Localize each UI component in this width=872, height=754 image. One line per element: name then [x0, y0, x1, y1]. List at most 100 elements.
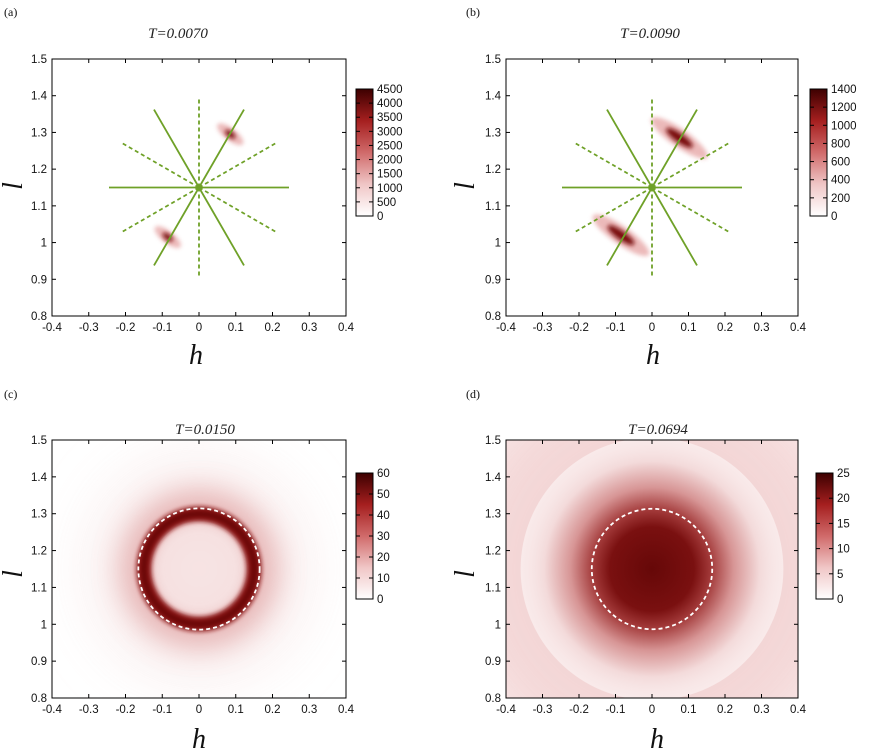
symmetry-line-dashed: [120, 141, 200, 189]
y-tick-label: 0.9: [485, 274, 501, 286]
colorbar-tick-label: 600: [831, 157, 850, 169]
symmetry-line-dashed: [651, 141, 731, 189]
x-tick-label: 0: [649, 704, 655, 716]
x-tick-label: -0.1: [606, 322, 626, 334]
symmetry-line-dashed: [120, 186, 200, 234]
x-tick-label: 0.4: [338, 322, 355, 334]
colorbar-tick-label: 0: [837, 594, 843, 606]
x-tick-label: -0.3: [79, 322, 99, 334]
x-tick-label: 0: [196, 322, 202, 334]
chart-title: T=0.0090: [620, 26, 680, 42]
y-tick-label: 1.2: [485, 164, 501, 176]
dashed-circle: [590, 507, 714, 631]
y-tick-label: 1.3: [31, 509, 47, 521]
colorbar-tick-label: 2000: [377, 155, 403, 167]
y-tick-label: 1.1: [31, 201, 47, 213]
x-tick-label: -0.1: [152, 704, 172, 716]
y-tick-label: 1.1: [485, 201, 501, 213]
colorbar-gradient: [815, 472, 834, 600]
colorbar-tick-label: 3000: [377, 126, 403, 138]
symmetry-lines: [562, 97, 742, 278]
colorbar-tick-label: 800: [831, 138, 850, 150]
y-tick-label: 1.4: [31, 472, 48, 484]
x-tick-label: 0.1: [681, 322, 697, 334]
y-axis-label: l: [0, 570, 29, 578]
colorbar-tick-label: 1200: [831, 102, 857, 114]
symmetry-line-dashed: [651, 186, 731, 234]
y-tick-label: 1.5: [485, 54, 501, 66]
x-tick-label: 0.1: [681, 704, 697, 716]
colorbar-tick-label: 5: [837, 569, 843, 581]
panel-b: (b) T=0.0090 -0.4 -0.3 -0.2 -0.1 0 0.1 0.2 0.3 0.4…: [450, 5, 857, 371]
x-tick-label: -0.2: [116, 704, 136, 716]
ring-core: [141, 511, 257, 627]
peak: [651, 117, 708, 159]
y-tick-label: 1.3: [485, 127, 501, 139]
symmetry-line-dashed: [198, 186, 278, 234]
y-axis-label: l: [0, 182, 29, 190]
y-tick-label: 1: [41, 619, 47, 631]
y-tick-label: 1.3: [31, 127, 47, 139]
x-tick-label: -0.2: [116, 322, 136, 334]
colorbar-tick-label: 1000: [377, 183, 403, 195]
heatmap: [94, 464, 304, 674]
x-tick-label: -0.3: [79, 704, 99, 716]
y-tick-label: 0.8: [485, 311, 501, 323]
symmetry-line-solid: [606, 109, 653, 188]
panel-label: (b): [466, 5, 480, 19]
peak: [592, 214, 650, 257]
y-axis-label: l: [450, 182, 481, 190]
peak-core: [162, 232, 173, 242]
y-tick-label: 1.2: [485, 546, 501, 558]
y-tick-label: 1.5: [31, 54, 47, 66]
y-tick-label: 1: [41, 238, 47, 250]
panel-c: (c) T=0.0150 -0.4 -0.3 -0.2 -0.1 0 0.1 0.2 0.3 0.4…: [0, 387, 390, 754]
heatmap: [592, 117, 708, 257]
x-tick-label: 0.3: [301, 704, 317, 716]
x-tick-label: -0.4: [42, 322, 62, 334]
colorbar-tick-label: 400: [831, 175, 850, 187]
symmetry-line-solid: [606, 187, 653, 266]
y-tick-label: 0.9: [31, 274, 47, 286]
x-tick-label: 0.3: [754, 322, 770, 334]
symmetry-line-solid: [651, 187, 698, 266]
symmetry-line-solid: [198, 187, 245, 266]
x-axis-label: h: [192, 724, 206, 754]
x-tick-label: -0.4: [42, 704, 62, 716]
ring-interior: [153, 523, 245, 615]
panel-a: (a) T=0.0070 -0.4 -0.3 -0.2 -0.1 0 0.1 0.2 0.3 0.4…: [0, 5, 403, 371]
x-axis-label: h: [646, 340, 660, 371]
dashed-circle: [137, 507, 261, 631]
x-tick-label: -0.1: [152, 322, 172, 334]
panel-d: (d) T=0.0694 -0.4 -0.3 -0.2 -0.1 0 0.1 0.2 0.3 0.4…: [450, 387, 850, 754]
symmetry-line-dashed: [198, 141, 278, 189]
colorbar-tick-label: 0: [377, 211, 383, 223]
colorbar-tick-label: 30: [377, 531, 390, 543]
x-tick-label: 0.2: [265, 704, 281, 716]
x-tick-label: -0.1: [606, 704, 626, 716]
x-tick-label: 0.3: [301, 322, 317, 334]
symmetry-lines: [109, 97, 289, 278]
y-tick-label: 0.8: [485, 693, 501, 705]
x-axis-label: h: [650, 724, 664, 754]
y-tick-label: 1: [495, 238, 501, 250]
y-axis-label: l: [450, 570, 481, 578]
colorbar-tick-label: 1000: [831, 120, 857, 132]
colorbar-tick-label: 10: [377, 573, 390, 585]
x-tick-label: 0.4: [790, 322, 807, 334]
symmetry-line-dashed: [573, 186, 653, 234]
colorbar: 0 200 400 600 800 1000 1200 1400: [809, 84, 857, 223]
x-tick-label: 0.4: [790, 704, 807, 716]
colorbar-tick-label: 1400: [831, 84, 857, 96]
x-tick-label: -0.3: [533, 704, 553, 716]
y-tick-label: 0.9: [485, 656, 501, 668]
colorbar-tick-label: 60: [377, 468, 390, 480]
colorbar: 0 500 1000 1500 2000 2500 3000 3500 4000 4500: [355, 84, 403, 223]
panel-label: (d): [466, 387, 480, 401]
disk-intensity: [520, 440, 784, 698]
heatmap: [506, 440, 798, 698]
colorbar-tick-label: 15: [837, 518, 850, 530]
y-tick-label: 1.3: [485, 509, 501, 521]
x-tick-label: 0.2: [265, 322, 281, 334]
